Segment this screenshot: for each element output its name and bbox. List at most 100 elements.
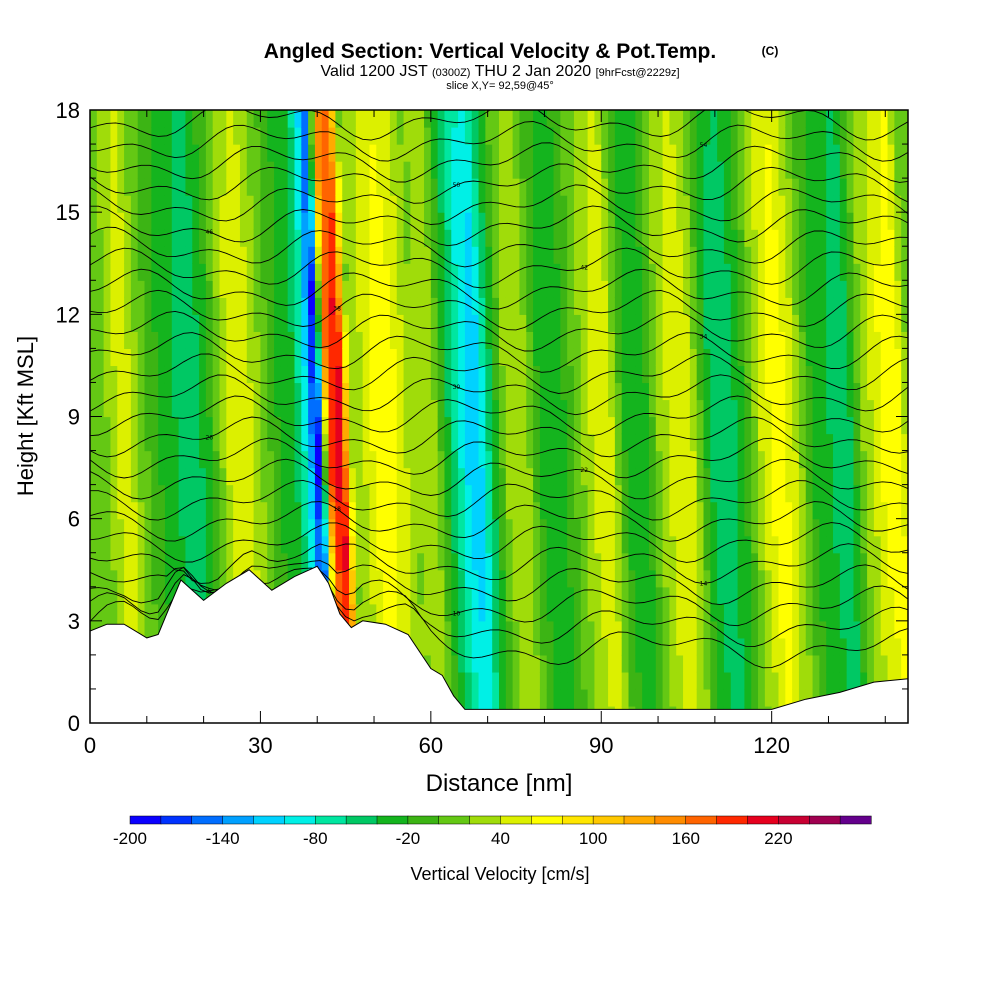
velocity-cell xyxy=(901,263,908,281)
velocity-cell xyxy=(689,161,698,179)
velocity-cell xyxy=(553,450,561,469)
velocity-cell xyxy=(894,110,902,128)
velocity-cell xyxy=(396,399,405,418)
velocity-cell xyxy=(887,365,895,384)
velocity-cell xyxy=(601,144,609,162)
velocity-cell xyxy=(233,280,241,298)
velocity-cell xyxy=(785,178,793,196)
velocity-cell xyxy=(594,603,602,622)
velocity-cell xyxy=(846,161,855,179)
velocity-cell xyxy=(833,365,841,384)
velocity-cell xyxy=(117,365,125,384)
velocity-cell xyxy=(294,195,302,213)
colorbar-swatch xyxy=(839,815,872,825)
velocity-cell xyxy=(314,178,323,196)
velocity-cell xyxy=(471,535,480,554)
velocity-cell xyxy=(444,365,452,384)
velocity-cell xyxy=(873,161,882,179)
velocity-cell xyxy=(451,331,459,349)
velocity-cell xyxy=(253,501,262,520)
velocity-cell xyxy=(410,535,418,554)
velocity-cell xyxy=(137,552,146,571)
velocity-cell xyxy=(205,212,214,230)
velocity-cell xyxy=(383,331,391,349)
velocity-cell xyxy=(696,569,705,588)
velocity-cell xyxy=(219,348,227,367)
velocity-cell xyxy=(239,229,248,247)
velocity-cell xyxy=(614,518,623,537)
velocity-cell xyxy=(164,552,173,571)
velocity-cell xyxy=(744,297,752,315)
velocity-cell xyxy=(744,110,752,128)
velocity-cell xyxy=(164,314,173,332)
velocity-cell xyxy=(219,127,227,145)
velocity-cell xyxy=(90,501,98,520)
velocity-cell xyxy=(110,603,118,622)
velocity-cell xyxy=(280,569,289,588)
velocity-cell xyxy=(853,637,861,656)
velocity-cell xyxy=(662,450,671,469)
velocity-cell xyxy=(103,246,112,264)
velocity-cell xyxy=(648,535,657,554)
velocity-cell xyxy=(130,586,139,605)
velocity-cell xyxy=(158,212,166,230)
velocity-cell xyxy=(417,399,425,418)
velocity-cell xyxy=(546,144,555,162)
velocity-cell xyxy=(260,144,268,162)
velocity-cell xyxy=(839,433,848,452)
velocity-cell xyxy=(676,195,684,213)
velocity-cell xyxy=(744,518,752,537)
velocity-cell xyxy=(648,552,657,571)
velocity-cell xyxy=(792,518,800,537)
velocity-cell xyxy=(730,297,739,315)
velocity-cell xyxy=(117,229,125,247)
colorbar-tick-label: -20 xyxy=(396,829,421,848)
velocity-cell xyxy=(451,484,459,503)
velocity-cell xyxy=(471,331,480,349)
velocity-cell xyxy=(662,416,671,435)
velocity-cell xyxy=(499,246,507,264)
velocity-cell xyxy=(287,127,296,145)
velocity-cell xyxy=(805,569,814,588)
velocity-cell xyxy=(226,433,234,452)
velocity-cell xyxy=(212,314,221,332)
velocity-cell xyxy=(539,603,548,622)
velocity-cell xyxy=(642,263,650,281)
velocity-cell xyxy=(689,399,698,418)
velocity-cell xyxy=(355,467,364,486)
velocity-cell xyxy=(205,484,214,503)
velocity-cell xyxy=(730,416,739,435)
velocity-cell xyxy=(512,365,521,384)
velocity-cell xyxy=(785,280,793,298)
velocity-cell xyxy=(471,178,480,196)
velocity-cell xyxy=(192,178,200,196)
velocity-cell xyxy=(130,246,139,264)
velocity-cell xyxy=(424,195,432,213)
velocity-cell xyxy=(648,212,657,230)
velocity-cell xyxy=(471,161,480,179)
velocity-cell xyxy=(478,416,486,435)
velocity-cell xyxy=(601,586,609,605)
colorbar-tick-label: 220 xyxy=(764,829,792,848)
velocity-cell xyxy=(539,212,548,230)
velocity-cell xyxy=(246,127,255,145)
velocity-cell xyxy=(151,433,159,452)
velocity-cell xyxy=(246,110,255,128)
velocity-cell xyxy=(260,280,268,298)
velocity-cell xyxy=(648,280,657,298)
velocity-cell xyxy=(192,161,200,179)
velocity-cell xyxy=(171,280,180,298)
velocity-cell xyxy=(880,229,889,247)
velocity-cell xyxy=(601,314,609,332)
velocity-cell xyxy=(580,450,589,469)
velocity-cell xyxy=(444,263,452,281)
colorbar-tick-label: -200 xyxy=(113,829,147,848)
velocity-cell xyxy=(744,161,752,179)
velocity-cell xyxy=(846,246,855,264)
velocity-cell xyxy=(594,688,602,707)
velocity-cell xyxy=(430,450,439,469)
velocity-cell xyxy=(90,246,98,264)
velocity-cell xyxy=(560,433,568,452)
velocity-cell xyxy=(642,603,650,622)
velocity-cell xyxy=(164,535,173,554)
